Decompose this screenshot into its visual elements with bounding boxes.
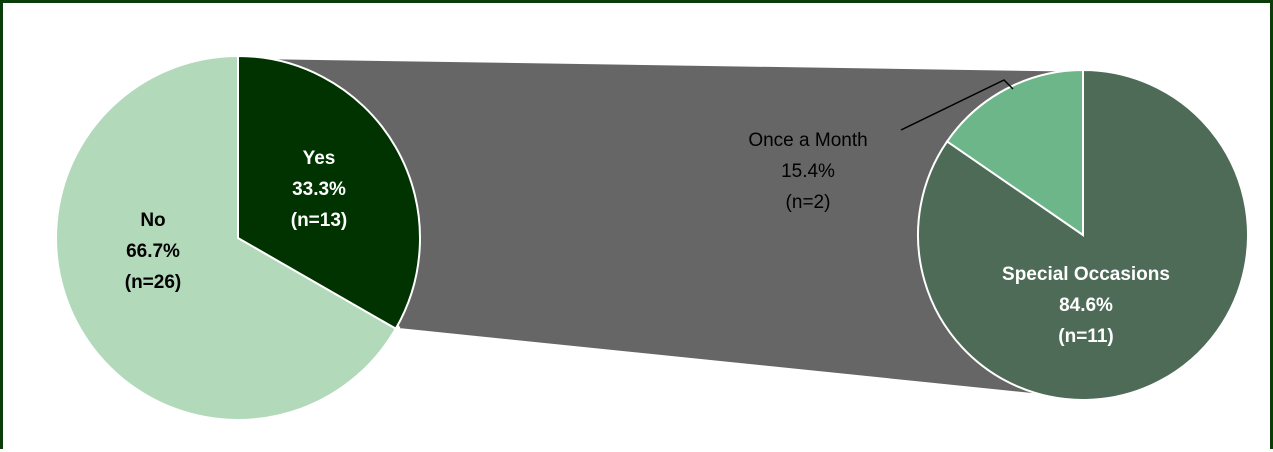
leader-line-once-a-month (900, 79, 1014, 131)
no-percent-label: 66.7% (126, 241, 180, 262)
no-count-label: (n=26) (125, 272, 182, 293)
once-a-month-count-label: (n=2) (786, 192, 831, 213)
once-a-month-percent-label: 15.4% (781, 161, 835, 182)
pie-slice-no (55, 54, 398, 421)
connector-bottom-edge (400, 328, 1084, 400)
special-occasions-count-label: (n=11) (1058, 326, 1113, 347)
special-occasions-label: Special Occasions (1002, 264, 1170, 285)
connector-band (238, 58, 1083, 399)
once-a-month-label: Once a Month (748, 130, 867, 151)
secondary-pie (917, 68, 1249, 401)
pie-slice-yes (237, 54, 421, 331)
yes-label: Yes (303, 148, 336, 169)
pie-slice-once-a-month (945, 68, 1084, 237)
yes-count-label: (n=13) (291, 210, 348, 231)
no-label: No (140, 210, 165, 231)
special-occasions-percent-label: 84.6% (1059, 295, 1113, 316)
yes-percent-label: 33.3% (292, 179, 346, 200)
pie-of-pie-chart: Yes 33.3% (n=13) No 66.7% (n=26) Once a … (55, 54, 1249, 421)
main-pie (55, 54, 421, 421)
connector-top-edge (237, 57, 1084, 72)
